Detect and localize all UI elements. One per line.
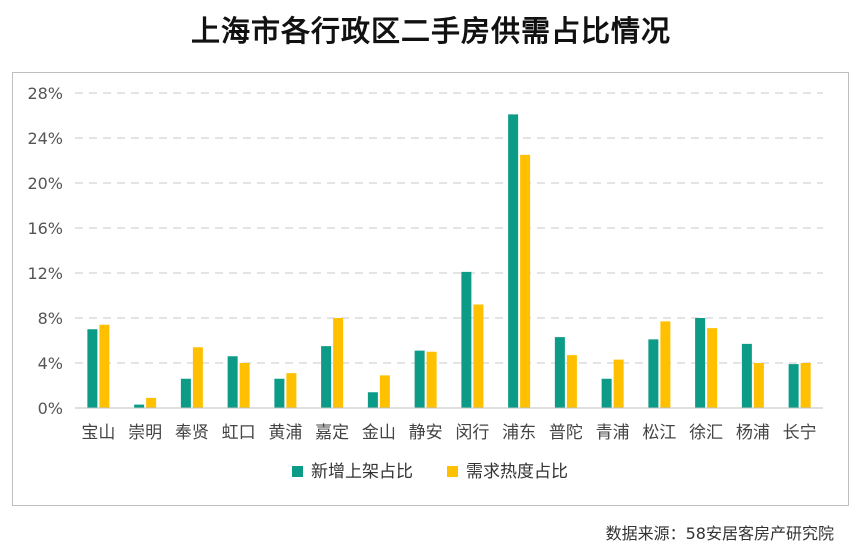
bar-demand bbox=[707, 328, 718, 408]
bar-supply bbox=[274, 378, 285, 408]
bar-supply bbox=[87, 329, 98, 408]
bar-supply bbox=[367, 392, 378, 408]
x-tick-label: 崇明 bbox=[128, 423, 162, 443]
x-tick-label: 虹口 bbox=[222, 423, 256, 443]
bar-supply bbox=[321, 346, 332, 408]
x-tick-label: 闵行 bbox=[455, 423, 489, 443]
bar-supply bbox=[180, 378, 191, 408]
bar-demand bbox=[473, 304, 484, 408]
x-tick-label: 浦东 bbox=[502, 423, 536, 443]
bar-demand bbox=[286, 373, 297, 408]
legend-label: 新增上架占比 bbox=[311, 462, 413, 482]
x-tick-label: 徐汇 bbox=[689, 423, 723, 443]
x-tick-label: 黄浦 bbox=[268, 423, 302, 443]
source-note: 数据来源：58安居客房产研究院 bbox=[605, 524, 834, 543]
bar-demand bbox=[239, 363, 250, 408]
bar-supply bbox=[741, 343, 752, 408]
y-tick-label: 12% bbox=[27, 264, 63, 283]
bar-supply bbox=[788, 364, 799, 408]
legend-label: 需求热度占比 bbox=[466, 462, 568, 482]
bar-supply bbox=[134, 404, 145, 408]
bar-supply bbox=[601, 378, 612, 408]
x-tick-label: 长宁 bbox=[783, 423, 817, 443]
bar-supply bbox=[648, 339, 659, 408]
bar-supply bbox=[461, 271, 472, 408]
y-tick-label: 20% bbox=[27, 174, 63, 193]
y-tick-label: 24% bbox=[27, 129, 63, 148]
bar-demand bbox=[566, 355, 577, 408]
bar-demand bbox=[753, 363, 764, 408]
legend-swatch bbox=[292, 466, 303, 477]
x-tick-label: 宝山 bbox=[81, 423, 115, 443]
bar-demand bbox=[660, 321, 671, 408]
x-tick-label: 嘉定 bbox=[315, 423, 349, 443]
bar-demand bbox=[613, 359, 624, 408]
y-tick-label: 4% bbox=[38, 354, 63, 373]
bar-demand bbox=[146, 397, 157, 408]
bar-demand bbox=[333, 318, 344, 408]
x-tick-label: 普陀 bbox=[549, 423, 583, 443]
legend-swatch bbox=[447, 466, 458, 477]
y-tick-label: 28% bbox=[27, 84, 63, 103]
y-tick-label: 16% bbox=[27, 219, 63, 238]
bar-supply bbox=[508, 114, 519, 408]
y-tick-label: 8% bbox=[38, 309, 63, 328]
x-tick-label: 杨浦 bbox=[736, 423, 770, 443]
bar-demand bbox=[520, 154, 531, 408]
x-tick-label: 金山 bbox=[362, 423, 396, 443]
bar-demand bbox=[99, 324, 110, 408]
x-tick-label: 青浦 bbox=[596, 423, 630, 443]
bar-supply bbox=[414, 350, 425, 408]
bar-demand bbox=[192, 347, 203, 408]
bar-demand bbox=[800, 363, 811, 408]
y-tick-label: 0% bbox=[38, 399, 63, 418]
bar-demand bbox=[379, 375, 390, 408]
chart-frame bbox=[12, 72, 849, 506]
chart-title: 上海市各行政区二手房供需占比情况 bbox=[190, 14, 671, 48]
x-tick-label: 静安 bbox=[409, 423, 443, 443]
x-tick-label: 松江 bbox=[642, 423, 676, 443]
bar-supply bbox=[554, 337, 565, 408]
bar-supply bbox=[695, 318, 706, 408]
bar-demand bbox=[426, 351, 437, 408]
bar-supply bbox=[227, 356, 238, 408]
x-tick-label: 奉贤 bbox=[175, 423, 209, 443]
